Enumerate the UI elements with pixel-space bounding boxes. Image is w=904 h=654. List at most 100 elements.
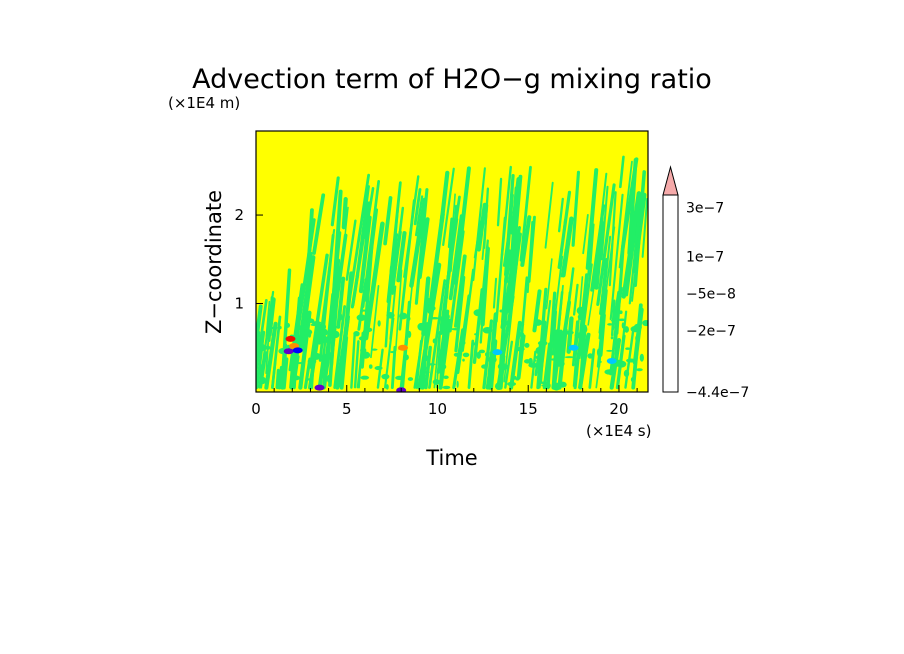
- field-cell: [494, 382, 503, 390]
- field-cell: [515, 377, 520, 381]
- field-cell: [312, 352, 321, 360]
- field-cell: [390, 350, 395, 354]
- field-cell: [574, 332, 582, 339]
- field-cell: [462, 358, 465, 362]
- field-feature: [285, 335, 296, 342]
- field-streak: [520, 215, 532, 267]
- field-streak: [519, 165, 532, 262]
- field-streak: [298, 310, 312, 390]
- field-streak: [356, 330, 365, 389]
- field-feature: [314, 384, 325, 391]
- x-tick-label: 15: [519, 400, 538, 418]
- field-streak: [436, 309, 450, 374]
- field-streak: [345, 219, 357, 281]
- field-cell: [607, 323, 613, 326]
- field-cell: [623, 369, 630, 378]
- field-cell: [322, 374, 326, 378]
- field-cell: [501, 320, 510, 326]
- field-cell: [308, 330, 312, 338]
- field-cell: [301, 341, 305, 347]
- field-cell: [507, 381, 517, 387]
- field-cell: [478, 349, 486, 354]
- field-streak: [504, 340, 514, 389]
- field-cell: [584, 326, 588, 333]
- field-cell: [406, 316, 411, 321]
- field-streak: [480, 246, 490, 327]
- field-streak: [370, 285, 380, 359]
- plot-frame: [255, 130, 649, 393]
- field-streak: [428, 279, 447, 389]
- field-streak: [427, 212, 445, 314]
- field-streak: [256, 330, 266, 389]
- colorbar-label: 3e−7: [686, 200, 724, 216]
- field-streak: [330, 176, 340, 227]
- field-streak: [336, 276, 346, 329]
- field-cell: [501, 354, 506, 359]
- field-cell: [488, 355, 497, 364]
- field-streak: [526, 220, 534, 294]
- field-cell: [616, 360, 627, 368]
- field-cell: [543, 382, 551, 390]
- field-cell: [636, 368, 643, 372]
- field-cell: [552, 382, 561, 391]
- field-streak: [572, 276, 584, 387]
- field-cell: [321, 324, 327, 330]
- field-cell: [499, 309, 503, 313]
- field-cell: [604, 369, 615, 375]
- y-axis-label: Z−coordinate: [202, 190, 226, 334]
- field-cell: [576, 306, 585, 315]
- field-streak: [585, 168, 599, 270]
- x-tick-label: 10: [428, 400, 447, 418]
- field-cell: [297, 325, 306, 331]
- field-streak: [318, 228, 336, 345]
- field-cell: [517, 323, 525, 327]
- field-streak: [530, 350, 537, 389]
- field-streak: [517, 334, 526, 380]
- field-cell: [371, 348, 378, 351]
- field-cell: [443, 328, 451, 332]
- field-cell: [419, 370, 430, 374]
- field-cell: [360, 375, 370, 380]
- field-cell: [295, 336, 304, 341]
- field-cell: [377, 320, 381, 327]
- field-cell: [528, 362, 538, 368]
- field-streak: [417, 217, 430, 280]
- field-streak: [312, 193, 326, 255]
- field-cell: [485, 352, 488, 357]
- field-cell: [559, 381, 567, 388]
- field-feature: [289, 342, 300, 349]
- field-cell: [444, 364, 447, 369]
- field-streak: [590, 204, 606, 292]
- field-cell: [445, 313, 450, 320]
- field-cell: [360, 351, 371, 359]
- field-streak: [414, 195, 424, 237]
- field-streak: [276, 371, 281, 390]
- field-cell: [368, 364, 373, 369]
- colorbar-label: −2e−7: [686, 323, 736, 339]
- colorbar-label: −5e−8: [686, 287, 736, 303]
- field-streak: [391, 206, 405, 295]
- colorbar-label: 1e−7: [686, 250, 724, 266]
- field-cell: [353, 330, 360, 337]
- field-streak: [467, 339, 475, 389]
- field-cell: [533, 319, 543, 326]
- field-streak: [360, 245, 374, 369]
- plot-area: [256, 131, 648, 392]
- x-tick-label: 5: [342, 400, 352, 418]
- field-cell: [297, 361, 305, 365]
- field-cell: [535, 355, 541, 360]
- field-feature: [606, 358, 617, 365]
- field-streak: [392, 184, 401, 267]
- field-cell: [442, 385, 451, 390]
- field-cell: [311, 321, 322, 325]
- field-streak: [403, 175, 420, 278]
- field-cell: [476, 351, 481, 359]
- field-streak: [618, 160, 633, 269]
- y-axis: 12: [234, 206, 263, 313]
- field-streak: [454, 254, 467, 328]
- field-streak: [627, 157, 638, 255]
- field-streak: [545, 258, 553, 310]
- field-streak: [582, 214, 589, 255]
- field-cell: [471, 342, 476, 346]
